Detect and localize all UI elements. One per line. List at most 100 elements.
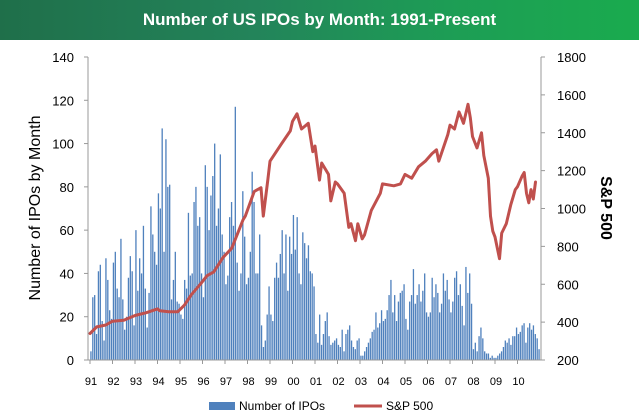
ipo-bar xyxy=(480,327,482,360)
right-y-tick-label: 1600 xyxy=(557,88,586,103)
ipo-bar xyxy=(99,264,101,360)
ipo-bar xyxy=(157,193,160,360)
ipo-bar xyxy=(242,191,244,360)
chart-title: Number of US IPOs by Month: 1991-Present xyxy=(142,10,497,29)
ipo-bar xyxy=(125,316,128,360)
right-y-axis-label: S&P 500 xyxy=(597,176,614,240)
ipo-bar xyxy=(95,334,98,360)
ipo-bar xyxy=(442,273,445,360)
ipo-bar xyxy=(399,292,401,360)
ipo-bar xyxy=(435,284,437,360)
ipo-bar xyxy=(510,344,512,360)
ipo-bar xyxy=(197,225,199,360)
ipo-bar xyxy=(484,351,486,360)
ipo-bar xyxy=(260,325,263,360)
ipo-bar xyxy=(120,238,122,360)
ipo-bar xyxy=(204,165,206,360)
ipo-bar xyxy=(289,236,291,360)
ipo-bar xyxy=(431,277,433,360)
ipo-bar xyxy=(324,321,326,360)
ipo-bar xyxy=(502,347,505,360)
ipo-bar xyxy=(298,273,300,360)
ipo-bar xyxy=(202,297,205,360)
ipo-bar xyxy=(193,202,195,360)
ipo-bar xyxy=(238,290,240,360)
ipo-bar xyxy=(122,299,124,360)
ipo-bar xyxy=(313,286,315,360)
x-tick-label: 93 xyxy=(130,376,142,388)
x-tick-label: 94 xyxy=(152,376,164,388)
ipo-bar xyxy=(139,258,141,360)
ipo-bar xyxy=(311,273,313,360)
right-y-tick-label: 1200 xyxy=(557,164,586,179)
ipo-bar xyxy=(210,195,212,360)
ipo-bar xyxy=(500,351,503,360)
ipo-bar xyxy=(244,236,246,360)
ipo-bar xyxy=(185,288,188,360)
ipo-bar xyxy=(322,334,325,360)
ipo-bar xyxy=(373,329,375,360)
ipo-bar xyxy=(521,325,523,360)
ipo-bar xyxy=(474,342,476,360)
ipo-bar xyxy=(407,329,409,360)
ipo-bar xyxy=(144,288,146,360)
ipo-bar xyxy=(439,312,441,360)
ipo-bar xyxy=(307,245,310,360)
ipo-bar xyxy=(148,292,150,360)
ipo-bar xyxy=(133,325,135,360)
ipo-bar xyxy=(390,279,392,360)
ipo-bar xyxy=(532,325,535,360)
ipo-bar xyxy=(155,264,158,360)
legend: Number of IPOs S&P 500 xyxy=(209,399,433,413)
ipo-bar xyxy=(337,344,340,360)
ipo-bar xyxy=(161,128,163,360)
ipo-bar xyxy=(446,279,448,360)
ipo-bar xyxy=(223,251,225,360)
ipo-bar xyxy=(227,275,229,360)
x-tick-label: 01 xyxy=(310,376,322,388)
ipo-bar xyxy=(129,256,131,360)
x-tick-label: 09 xyxy=(490,376,502,388)
x-tick-label: 07 xyxy=(445,376,457,388)
ipo-bar xyxy=(450,312,452,360)
ipo-bar xyxy=(165,139,167,360)
ipo-bar xyxy=(493,357,495,360)
ipo-bar xyxy=(461,305,463,360)
ipo-bar xyxy=(412,269,415,360)
ipo-bar xyxy=(124,329,126,360)
sp500-line xyxy=(88,102,537,335)
ipo-bar xyxy=(514,336,516,360)
ipo-bar xyxy=(448,299,450,360)
x-tick-label: 00 xyxy=(287,376,299,388)
ipo-bar xyxy=(103,340,105,360)
ipo-bar xyxy=(482,338,484,360)
ipo-bar xyxy=(109,310,111,360)
ipo-bar xyxy=(200,273,203,360)
ipo-bar xyxy=(467,292,469,360)
ipo-bar xyxy=(534,334,536,360)
ipo-bar xyxy=(470,303,473,360)
ipo-bar xyxy=(212,176,214,360)
ipo-bar xyxy=(345,334,347,360)
ipo-bar xyxy=(110,318,113,360)
ipo-bar xyxy=(395,321,398,360)
ipo-bars xyxy=(90,106,540,360)
ipo-bar xyxy=(472,349,475,360)
ipo-bar xyxy=(152,234,154,360)
ipo-bar xyxy=(268,286,270,360)
ipo-bar xyxy=(536,338,538,360)
left-y-tick-label: 120 xyxy=(52,93,74,108)
ipo-bar xyxy=(332,342,334,360)
ipo-bar xyxy=(214,143,216,360)
legend-bar-label: Number of IPOs xyxy=(239,399,325,413)
ipo-bar xyxy=(191,273,193,360)
ipo-bar xyxy=(264,340,266,360)
ipo-bar xyxy=(172,279,175,360)
ipo-bar xyxy=(394,295,396,360)
ipo-bar xyxy=(418,284,420,360)
ipo-bar xyxy=(371,331,373,360)
ipo-bar xyxy=(296,217,298,360)
right-y-tick-label: 200 xyxy=(557,353,579,368)
ipo-bar xyxy=(305,258,308,360)
